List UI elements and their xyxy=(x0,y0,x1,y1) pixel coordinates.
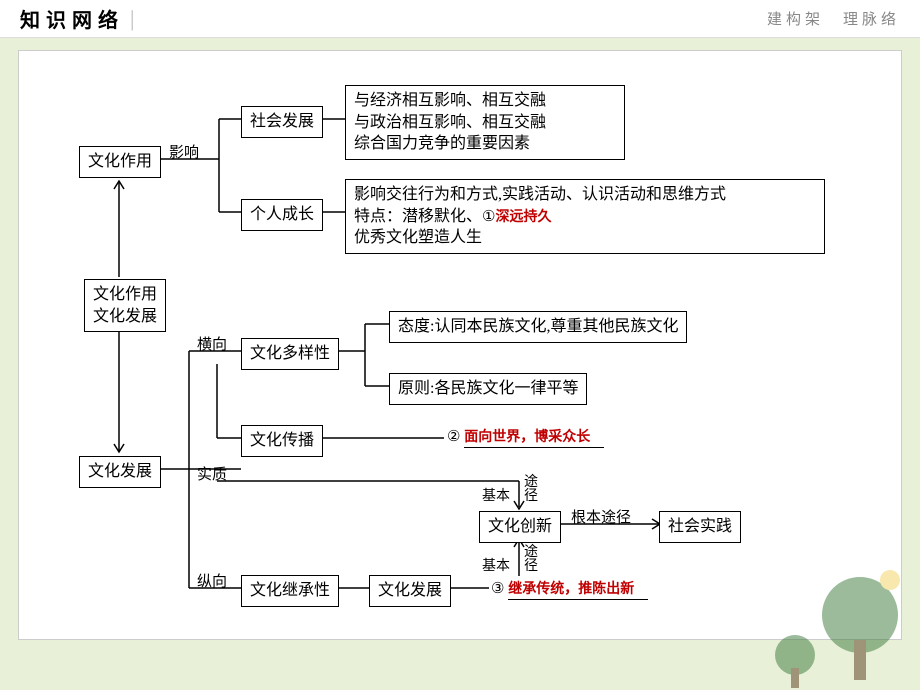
header-divider: | xyxy=(130,6,134,32)
node-center: 文化作用 文化发展 xyxy=(84,279,166,332)
node-dev2: 文化发展 xyxy=(369,575,451,607)
answer-2: 面向世界，博采众长 xyxy=(464,430,590,445)
header-title: 知识网络 xyxy=(20,4,124,33)
circ-1: ① xyxy=(482,207,495,227)
node-culture-dev: 文化发展 xyxy=(79,456,161,488)
node-diversity: 文化多样性 xyxy=(241,338,339,370)
circ-3: ③ xyxy=(491,579,504,598)
diagram-canvas: 文化作用 文化作用 文化发展 文化发展 影响 社会发展 与经济相互影响、相互交融… xyxy=(18,50,902,640)
label-root-path: 根本途径 xyxy=(571,506,631,527)
label-horizontal: 横向 xyxy=(197,333,227,354)
label-path-bottom: 途 径 xyxy=(524,546,538,574)
answer-3: 继承传统，推陈出新 xyxy=(508,582,634,597)
label-vertical: 纵向 xyxy=(197,570,227,591)
personal-line2: 特点：潜移默化、①深远持久 xyxy=(354,206,816,228)
node-personal-growth: 个人成长 xyxy=(241,199,323,231)
label-basic-top: 基本 xyxy=(482,485,510,505)
social-detail-text: 与经济相互影响、相互交融 与政治相互影响、相互交融 综合国力竞争的重要因素 xyxy=(354,92,546,152)
node-inheritance: 文化继承性 xyxy=(241,575,339,607)
node-practice: 社会实践 xyxy=(659,511,741,543)
node-social-dev: 社会发展 xyxy=(241,106,323,138)
label-basic-bottom: 基本 xyxy=(482,555,510,575)
answer-1: 深远持久 xyxy=(495,210,551,225)
label-path-top: 途 径 xyxy=(524,476,538,504)
node-innovation: 文化创新 xyxy=(479,511,561,543)
node-attitude: 态度:认同本民族文化,尊重其他民族文化 xyxy=(389,311,687,343)
answer-2-wrap: ② 面向世界，博采众长 xyxy=(447,427,604,448)
node-culture-effect: 文化作用 xyxy=(79,146,161,178)
node-center-top: 文化作用 xyxy=(93,284,157,306)
node-personal-detail: 影响交往行为和方式,实践活动、认识活动和思维方式 特点：潜移默化、①深远持久 优… xyxy=(345,179,825,254)
node-social-detail: 与经济相互影响、相互交融 与政治相互影响、相互交融 综合国力竞争的重要因素 xyxy=(345,85,625,160)
personal-line1: 影响交往行为和方式,实践活动、认识活动和思维方式 xyxy=(354,184,816,206)
personal-l2a: 特点：潜移默化、 xyxy=(354,208,482,225)
page-header: 知识网络 | 建构架 理脉络 xyxy=(0,0,920,38)
node-principle: 原则:各民族文化一律平等 xyxy=(389,373,587,405)
personal-line3: 优秀文化塑造人生 xyxy=(354,227,816,249)
node-spread: 文化传播 xyxy=(241,425,323,457)
answer-3-wrap: ③ 继承传统，推陈出新 xyxy=(491,579,648,600)
node-center-bottom: 文化发展 xyxy=(93,306,157,328)
header-subtitle: 建构架 理脉络 xyxy=(767,8,900,29)
circ-2: ② xyxy=(447,427,460,446)
label-essence: 实质 xyxy=(197,463,227,484)
label-influence: 影响 xyxy=(169,141,199,162)
